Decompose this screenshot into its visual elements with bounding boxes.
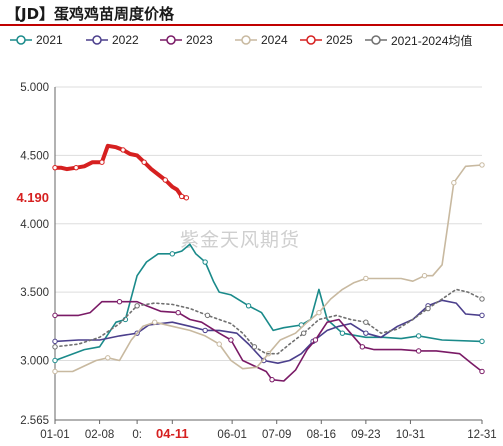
series-line-2025	[53, 143, 189, 200]
series-point-2023	[479, 368, 485, 375]
series-point-2021	[339, 330, 346, 336]
series-point-2021-2024均值	[300, 330, 307, 336]
series-point-2021-2024均值	[204, 312, 211, 319]
legend-label: 2025	[326, 33, 353, 47]
series-point-2023	[116, 299, 123, 305]
legend-swatch-icon	[160, 35, 182, 45]
legend-swatch-icon	[86, 35, 108, 45]
y-tick-label: 2.565	[20, 415, 49, 427]
series-point-2024	[216, 341, 222, 347]
series-point-2021	[169, 251, 176, 257]
chart-title: 【JD】蛋鸡鸡苗周度价格	[6, 5, 175, 23]
series-point-2024	[363, 275, 369, 282]
series-point-2024	[316, 309, 322, 316]
series-point-2021	[245, 303, 252, 309]
legend-swatch-icon	[10, 35, 32, 45]
x-tick-label: 08-16	[307, 429, 336, 441]
legend-label: 2024	[261, 33, 288, 47]
series-point-2025	[183, 195, 190, 201]
x-tick-label: 09-23	[351, 429, 380, 441]
legend-item-2022[interactable]: 2022	[86, 31, 139, 49]
y-tick-label: 3.500	[20, 287, 49, 299]
x-tick-label: 04-11	[156, 426, 189, 441]
series-point-2024	[451, 180, 457, 186]
legend-item-2021-2024均值[interactable]: 2021-2024均值	[365, 31, 472, 49]
legend-swatch-icon	[365, 35, 387, 45]
series-point-2023	[269, 376, 275, 383]
legend-item-2021[interactable]: 2021	[10, 31, 63, 49]
series-point-2024	[479, 162, 485, 168]
series-line-2022	[54, 299, 483, 365]
latest-value-label: 4.190	[16, 190, 49, 205]
series-point-2023	[312, 337, 319, 343]
series-line-2021	[54, 243, 483, 362]
series-line-2024	[54, 164, 483, 373]
series-point-2021-2024均值	[52, 344, 58, 350]
series-point-2021-2024均值	[134, 303, 140, 309]
legend-item-2023[interactable]: 2023	[160, 31, 213, 49]
series-point-2025	[99, 159, 105, 165]
legend-label: 2021-2024均值	[391, 33, 473, 48]
legend-label: 2023	[186, 33, 213, 47]
series-point-2022	[202, 327, 208, 334]
series-point-2023	[228, 337, 234, 343]
legend-item-2024[interactable]: 2024	[235, 31, 288, 49]
series-point-2025	[141, 159, 147, 165]
series-point-2022	[52, 338, 58, 345]
x-tick-label: 10-31	[396, 429, 425, 441]
legend-item-2025[interactable]: 2025	[300, 31, 353, 49]
legend[interactable]: 2021 2022 2023 2024 2025 2021-2024均值	[10, 31, 500, 49]
x-tick-label: 01-01	[40, 429, 69, 441]
y-tick-label: 5.000	[20, 82, 49, 94]
series-point-2024	[152, 319, 158, 325]
series-point-2024	[105, 355, 111, 361]
title-underline	[0, 24, 503, 26]
series-point-2024	[52, 368, 58, 375]
series-point-2025	[120, 147, 126, 153]
series-point-2023	[175, 309, 181, 316]
series-point-2021	[415, 333, 422, 339]
series-point-2021-2024均值	[479, 296, 485, 302]
series-point-2021	[52, 357, 58, 364]
series-point-2021	[479, 338, 485, 345]
series-point-2021-2024均值	[425, 305, 431, 312]
series-point-2025	[162, 177, 168, 183]
y-tick-label: 3.000	[20, 356, 49, 368]
series-point-2021	[202, 259, 208, 265]
series-point-2022	[479, 312, 485, 319]
x-tick-label: 02-08	[85, 429, 114, 441]
x-tick-label: 07-09	[262, 429, 291, 441]
series-point-2023	[359, 344, 366, 350]
series-point-2024	[421, 273, 428, 279]
series-point-2023	[415, 348, 422, 354]
x-tick-label: 06-01	[217, 429, 246, 441]
series-line-2021-2024均值	[54, 288, 483, 355]
series-point-2022	[363, 330, 369, 336]
legend-swatch-icon	[235, 35, 257, 45]
legend-swatch-icon	[300, 35, 322, 45]
series-point-2021-2024均值	[363, 319, 369, 325]
x-tick-label: 12-31	[467, 429, 496, 441]
series-point-2025	[73, 164, 79, 171]
y-tick-label: 4.500	[20, 150, 49, 162]
series-line-2023	[54, 300, 483, 382]
series-layer	[52, 143, 485, 383]
series-point-2025	[178, 193, 185, 200]
series-point-2021-2024均值	[251, 344, 258, 350]
axis-layer: 5.000 4.500 4.000 3.500 3.000 2.565 01-01 02-08…	[20, 82, 496, 441]
series-point-2023	[52, 312, 58, 319]
legend-label: 2021	[36, 33, 63, 47]
y-tick-label: 4.000	[20, 219, 49, 231]
series-point-2025	[52, 164, 58, 171]
x-tick-label: 0:	[132, 429, 142, 441]
legend-label: 2022	[112, 33, 139, 47]
watermark: 紫金天风期货	[180, 229, 301, 251]
grid-layer	[55, 86, 482, 421]
label-layer: 4.190	[16, 190, 49, 205]
